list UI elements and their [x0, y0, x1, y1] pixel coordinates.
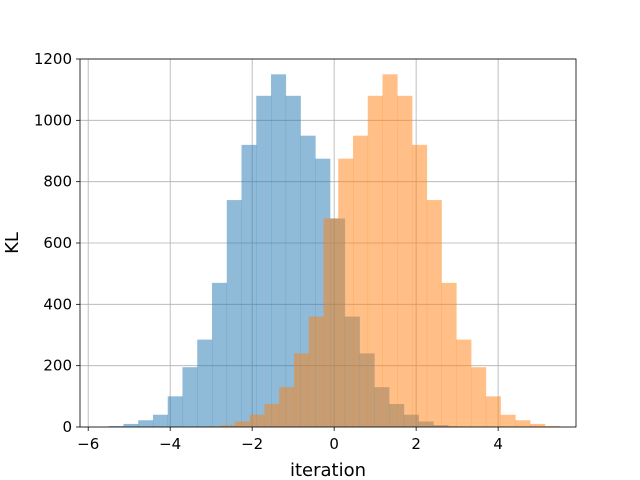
x-tick-label: −2	[241, 435, 263, 453]
ticks-layer: −6 −4 −2 0 2 4 0 200 400 600 800 1000 1200	[34, 50, 503, 453]
histogram-bar	[323, 218, 339, 427]
histogram-bar	[544, 426, 560, 427]
y-tick-label: 400	[43, 295, 72, 313]
x-tick-label: 0	[329, 435, 339, 453]
y-tick-label: 1200	[34, 50, 72, 68]
histogram-bar	[167, 396, 183, 427]
histogram-bar	[241, 144, 257, 427]
histogram-bar	[412, 144, 428, 427]
y-tick-label: 0	[62, 418, 72, 436]
y-tick-label: 600	[43, 234, 72, 252]
x-tick-label: −4	[159, 435, 181, 453]
y-axis-label: KL	[2, 232, 23, 254]
histogram-bar	[500, 414, 516, 427]
histogram-bar	[211, 282, 228, 427]
y-tick-label: 800	[43, 173, 72, 191]
histogram-bar	[279, 387, 295, 427]
histogram-bar	[485, 396, 501, 427]
histogram-bar	[293, 353, 310, 427]
histogram-bar	[382, 74, 398, 427]
x-tick-label: −6	[77, 435, 99, 453]
histogram-bar	[182, 367, 198, 427]
histogram-bar	[234, 421, 251, 427]
histogram-bar	[264, 404, 280, 427]
histogram-bar	[471, 367, 487, 427]
histogram-bar	[138, 420, 154, 427]
histogram-bar	[108, 426, 124, 427]
histogram-bar	[152, 414, 169, 427]
y-tick-label: 1000	[34, 111, 72, 129]
histogram-bar	[226, 200, 242, 427]
histogram-bar	[197, 339, 213, 427]
histogram-bar	[426, 200, 442, 427]
histogram-bar	[338, 158, 354, 427]
histogram-bar	[367, 95, 383, 428]
histogram-bar	[456, 339, 472, 427]
histogram-bar	[220, 425, 236, 427]
histogram-bar	[530, 423, 546, 427]
histogram-bar	[397, 95, 413, 428]
histogram-bar	[256, 95, 272, 428]
histogram-bar	[441, 282, 457, 427]
x-tick-label: 4	[493, 435, 503, 453]
histogram-bar	[249, 414, 265, 427]
histogram-bar	[515, 420, 531, 427]
x-axis-label: iteration	[290, 460, 366, 480]
histogram-bar	[271, 74, 287, 427]
histogram-bar	[353, 135, 369, 427]
y-tick-label: 200	[43, 357, 72, 375]
histogram-bar	[308, 316, 324, 427]
histogram-bar	[285, 95, 301, 428]
x-tick-label: 2	[411, 435, 421, 453]
bars-layer	[108, 74, 560, 428]
histogram-bar	[123, 423, 139, 427]
